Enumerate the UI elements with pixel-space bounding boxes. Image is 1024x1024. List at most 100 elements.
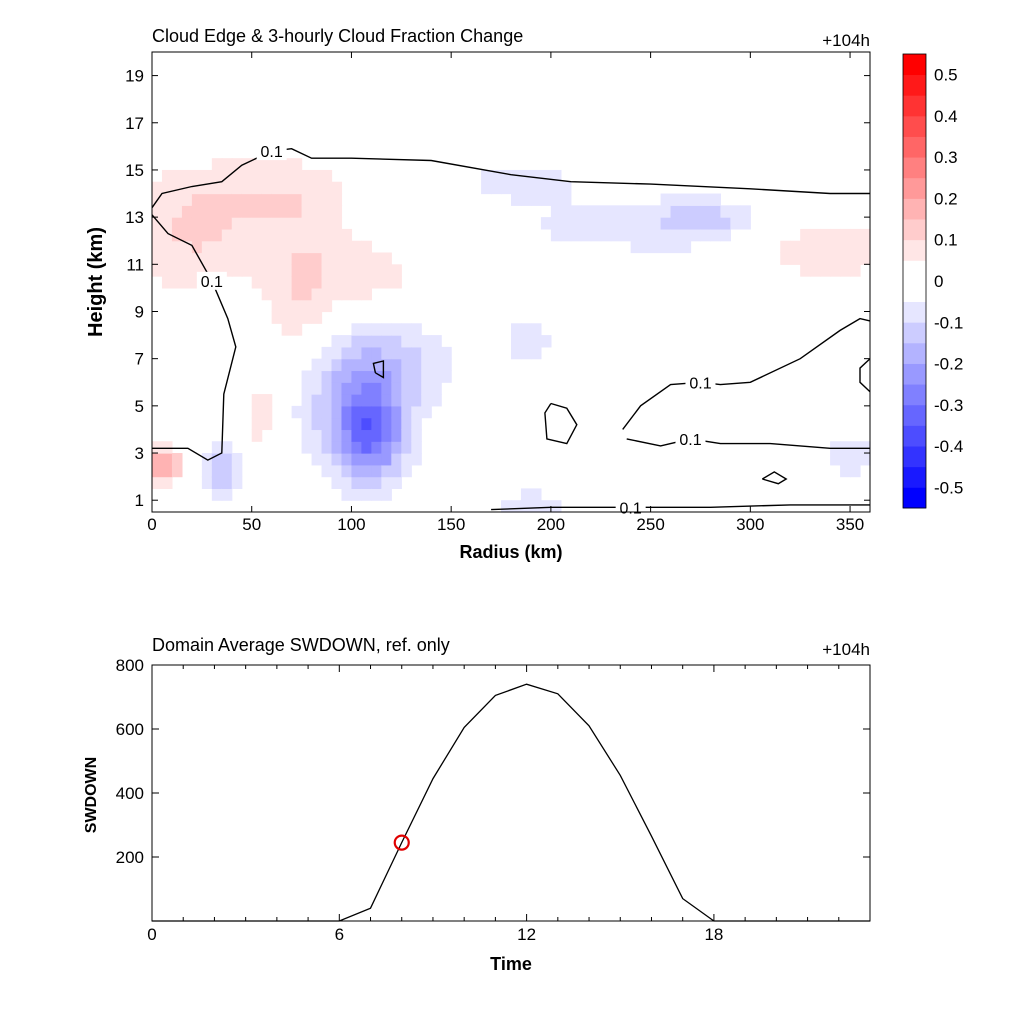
heatmap-cell bbox=[600, 205, 612, 218]
heatmap-cell bbox=[191, 169, 203, 183]
heatmap-cell bbox=[441, 358, 452, 372]
heatmap-cell bbox=[341, 252, 353, 265]
heatmap-cell bbox=[231, 217, 243, 230]
heatmap-cell bbox=[351, 405, 363, 419]
heatmap-cell bbox=[391, 405, 402, 419]
heatmap-cell bbox=[271, 264, 283, 277]
contour-label-bg bbox=[256, 142, 287, 161]
heatmap-cell bbox=[550, 169, 562, 183]
heatmap-cell bbox=[351, 370, 363, 383]
heatmap-cell bbox=[231, 453, 243, 466]
heatmap-cell bbox=[171, 169, 183, 183]
heatmap-cell bbox=[231, 240, 243, 254]
heatmap-cell bbox=[341, 429, 353, 442]
heatmap-cell bbox=[371, 488, 382, 501]
heatmap-cell bbox=[381, 276, 392, 289]
heatmap-cell bbox=[171, 193, 183, 206]
heatmap-cell bbox=[321, 181, 333, 195]
heatmap-cell bbox=[560, 205, 572, 218]
contour-line bbox=[622, 317, 871, 430]
heatmap-cell bbox=[161, 205, 173, 218]
heatmap-cell bbox=[311, 370, 323, 383]
heatmap-cell bbox=[201, 169, 213, 183]
heatmap-cell bbox=[241, 158, 253, 171]
heatmap-cell bbox=[840, 441, 851, 454]
heatmap-cell bbox=[530, 193, 542, 206]
heatmap-cell bbox=[291, 287, 303, 301]
heatmap-cell bbox=[401, 417, 412, 431]
heatmap-cell bbox=[341, 394, 353, 407]
heatmap-cell bbox=[152, 476, 163, 490]
heatmap-cell bbox=[321, 169, 333, 183]
heatmap-cell bbox=[401, 453, 412, 466]
colorbar-band bbox=[903, 95, 926, 117]
heatmap-cell bbox=[401, 405, 412, 419]
heatmap-cell bbox=[421, 405, 432, 419]
heatmap-cell bbox=[650, 228, 662, 242]
heatmap-cell bbox=[800, 264, 811, 277]
heatmap-cell bbox=[391, 382, 402, 395]
heatmap-cell bbox=[261, 240, 273, 254]
heatmap-cell bbox=[610, 228, 622, 242]
heatmap-cell bbox=[640, 228, 652, 242]
heatmap-cell bbox=[540, 169, 552, 183]
contour-line bbox=[544, 402, 578, 445]
current-time-marker bbox=[393, 834, 410, 851]
heatmap-cell bbox=[201, 193, 213, 206]
heatmap-cell bbox=[550, 228, 562, 242]
heatmap-cell bbox=[341, 335, 353, 348]
heatmap-cell bbox=[830, 252, 841, 265]
y-tick-label: 19 bbox=[125, 67, 144, 86]
heatmap-cell bbox=[201, 217, 213, 230]
top-chart-title: Cloud Edge & 3-hourly Cloud Fraction Cha… bbox=[152, 26, 523, 46]
heatmap-cell bbox=[211, 464, 223, 478]
heatmap-cell bbox=[291, 299, 303, 313]
heatmap-cell bbox=[331, 205, 343, 218]
heatmap-cell bbox=[181, 228, 193, 242]
heatmap-cell bbox=[291, 169, 303, 183]
x-tick-label: 50 bbox=[242, 515, 261, 534]
heatmap-cell bbox=[381, 370, 392, 383]
heatmap-cell bbox=[341, 488, 353, 501]
heatmap-cell bbox=[830, 264, 841, 277]
heatmap-cell bbox=[361, 429, 372, 442]
heatmap-cell bbox=[371, 264, 382, 277]
heatmap-cell bbox=[511, 169, 522, 183]
y-tick-label: 9 bbox=[135, 302, 144, 321]
colorbar-band bbox=[903, 157, 926, 179]
contour-line bbox=[859, 358, 871, 393]
heatmap-cell bbox=[271, 252, 283, 265]
heatmap-cell bbox=[401, 358, 412, 372]
heatmap-cell bbox=[351, 488, 363, 501]
heatmap-cell bbox=[530, 323, 542, 336]
heatmap-cell bbox=[391, 370, 402, 383]
heatmap-cell bbox=[301, 193, 313, 206]
heatmap-cell bbox=[670, 240, 682, 254]
heatmap-cell bbox=[411, 417, 422, 431]
heatmap-cell bbox=[311, 264, 323, 277]
heatmap-cell bbox=[381, 335, 392, 348]
heatmap-cell bbox=[680, 217, 692, 230]
y-tick-label: 7 bbox=[135, 350, 144, 369]
heatmap-cell bbox=[321, 276, 333, 289]
heatmap-cell bbox=[251, 193, 263, 206]
heatmap-cell bbox=[261, 264, 273, 277]
heatmap-cell bbox=[371, 394, 382, 407]
heatmap-cell bbox=[840, 264, 851, 277]
heatmap-cell bbox=[371, 370, 382, 383]
heatmap-cell bbox=[291, 240, 303, 254]
x-tick-label: 0 bbox=[147, 925, 156, 944]
heatmap-cell bbox=[171, 240, 183, 254]
heatmap-cell bbox=[550, 181, 562, 195]
heatmap-cell bbox=[331, 264, 343, 277]
heatmap-cell bbox=[710, 193, 722, 206]
contour-label-bg bbox=[675, 429, 706, 448]
heatmap-cell bbox=[152, 205, 163, 218]
heatmap-cell bbox=[361, 417, 372, 431]
heatmap-cell bbox=[341, 453, 353, 466]
heatmap-cell bbox=[301, 311, 313, 324]
heatmap-cell bbox=[840, 453, 851, 466]
heatmap-cell bbox=[301, 370, 313, 383]
heatmap-cell bbox=[361, 252, 372, 265]
bottom-x-axis-label: Time bbox=[490, 954, 532, 974]
